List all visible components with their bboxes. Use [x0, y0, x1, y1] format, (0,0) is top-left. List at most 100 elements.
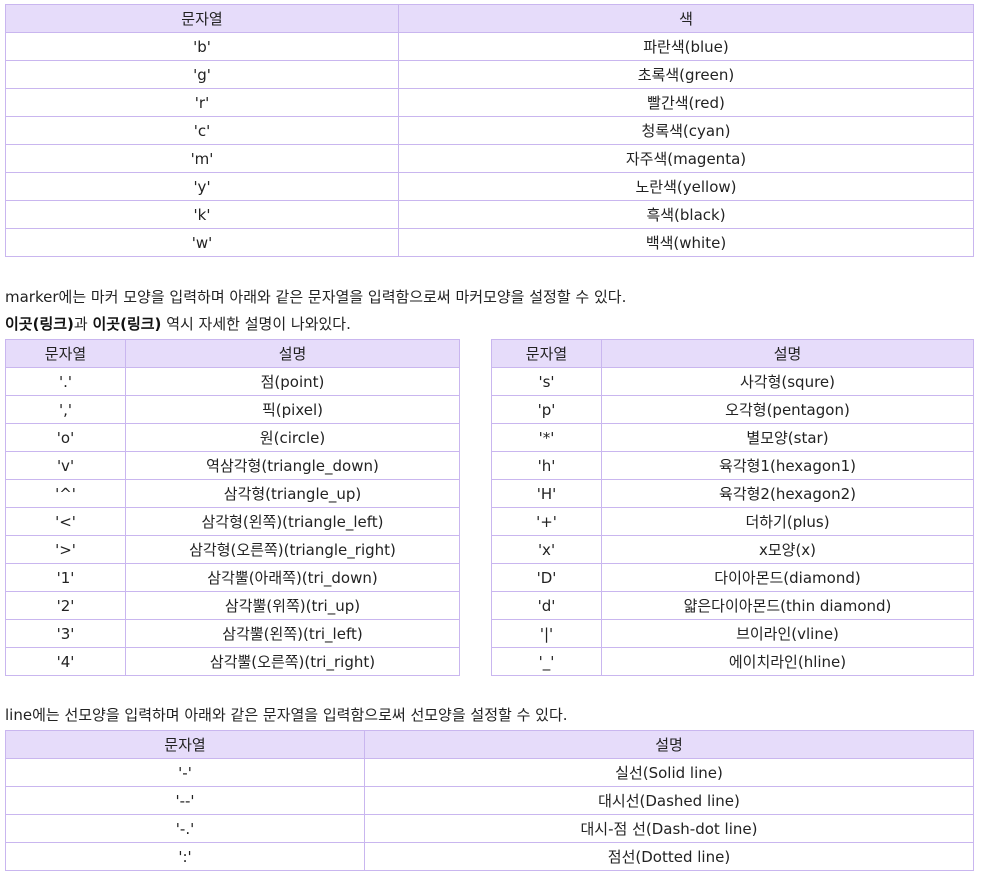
cell-description: 사각형(squre)	[601, 367, 974, 396]
table-row: 'y' 노란색(yellow)	[5, 172, 974, 201]
cell-description: 원(circle)	[125, 423, 460, 452]
table-row: '>' 삼각형(오른쪽)(triangle_right)	[5, 535, 460, 564]
cell-string: '^'	[5, 479, 126, 508]
table-header-row: 문자열 설명	[5, 339, 460, 368]
cell-description: 실선(Solid line)	[364, 758, 974, 787]
cell-description: 육각형1(hexagon1)	[601, 451, 974, 480]
cell-string: '1'	[5, 563, 126, 592]
column-header-string: 문자열	[5, 730, 365, 759]
cell-description: 점(point)	[125, 367, 460, 396]
cell-string: 'o'	[5, 423, 126, 452]
cell-string: '>'	[5, 535, 126, 564]
cell-description: 점선(Dotted line)	[364, 842, 974, 871]
cell-string: '+'	[491, 507, 602, 536]
table-row: ':' 점선(Dotted line)	[5, 842, 974, 871]
table-header-row: 문자열 색	[5, 4, 974, 33]
reference-link-1[interactable]: 이곳(링크)	[5, 315, 74, 333]
marker-intro-text: marker에는 마커 모양을 입력하며 아래와 같은 문자열을 입력함으로써 …	[5, 288, 627, 306]
table-row: 'g' 초록색(green)	[5, 60, 974, 89]
cell-string: 'h'	[491, 451, 602, 480]
cell-description: x모양(x)	[601, 535, 974, 564]
column-header-string: 문자열	[5, 339, 126, 368]
table-row: 'D' 다이아몬드(diamond)	[491, 563, 974, 592]
cell-description: 대시-점 선(Dash-dot line)	[364, 814, 974, 843]
cell-string: '*'	[491, 423, 602, 452]
cell-string: 'p'	[491, 395, 602, 424]
table-row: 'H' 육각형2(hexagon2)	[491, 479, 974, 508]
cell-description: 역삼각형(triangle_down)	[125, 451, 460, 480]
table-header-row: 문자열 설명	[5, 730, 974, 759]
table-row: 'c' 청록색(cyan)	[5, 116, 974, 145]
cell-string: 'c'	[5, 116, 399, 145]
cell-string: ':'	[5, 842, 365, 871]
cell-description: 삼각뿔(아래쪽)(tri_down)	[125, 563, 460, 592]
table-row: '^' 삼각형(triangle_up)	[5, 479, 460, 508]
column-header-description: 설명	[364, 730, 974, 759]
cell-description: 흑색(black)	[398, 200, 974, 229]
cell-string: 'H'	[491, 479, 602, 508]
marker-table-left: 문자열 설명 '.' 점(point) ',' 픽(pixel)'o' 원(circle…	[5, 339, 460, 676]
cell-string: '3'	[5, 619, 126, 648]
cell-string: '--'	[5, 786, 365, 815]
cell-string: '2'	[5, 591, 126, 620]
table-row: 's' 사각형(squre)	[491, 367, 974, 396]
table-row: '+' 더하기(plus)	[491, 507, 974, 536]
table-row: '3' 삼각뿔(왼쪽)(tri_left)	[5, 619, 460, 648]
table-row: '_' 에이치라인(hline)	[491, 647, 974, 676]
cell-description: 삼각뿔(위쪽)(tri_up)	[125, 591, 460, 620]
cell-string: '_'	[491, 647, 602, 676]
marker-table-right: 문자열 설명 's' 사각형(squre)'p' 오각형(pentagon) '*' 별…	[491, 339, 974, 676]
cell-description: 에이치라인(hline)	[601, 647, 974, 676]
cell-string: 'v'	[5, 451, 126, 480]
links-tail-text: 역시 자세한 설명이 나와있다.	[161, 315, 351, 333]
cell-description: 오각형(pentagon)	[601, 395, 974, 424]
table-row: 'o' 원(circle)	[5, 423, 460, 452]
cell-string: 'k'	[5, 200, 399, 229]
table-row: 'x' x모양(x)	[491, 535, 974, 564]
cell-string: 'w'	[5, 228, 399, 257]
cell-string: 'D'	[491, 563, 602, 592]
cell-description: 빨간색(red)	[398, 88, 974, 117]
cell-string: '<'	[5, 507, 126, 536]
links-conjunction: 과	[73, 315, 93, 333]
table-row: 'r' 빨간색(red)	[5, 88, 974, 117]
marker-links-text: 이곳(링크)과 이곳(링크) 역시 자세한 설명이 나와있다.	[5, 313, 351, 335]
table-row: 'm' 자주색(magenta)	[5, 144, 974, 173]
cell-description: 얇은다이아몬드(thin diamond)	[601, 591, 974, 620]
column-header-color: 색	[398, 4, 974, 33]
cell-description: 삼각형(왼쪽)(triangle_left)	[125, 507, 460, 536]
cell-string: 'd'	[491, 591, 602, 620]
cell-description: 삼각뿔(오른쪽)(tri_right)	[125, 647, 460, 676]
table-row: '4' 삼각뿔(오른쪽)(tri_right)	[5, 647, 460, 676]
table-row: '-.' 대시-점 선(Dash-dot line)	[5, 814, 974, 843]
table-row: '*' 별모양(star)	[491, 423, 974, 452]
table-row: 'w' 백색(white)	[5, 228, 974, 257]
table-row: 'h' 육각형1(hexagon1)	[491, 451, 974, 480]
cell-description: 노란색(yellow)	[398, 172, 974, 201]
column-header-string: 문자열	[5, 4, 399, 33]
cell-description: 초록색(green)	[398, 60, 974, 89]
cell-description: 삼각뿔(왼쪽)(tri_left)	[125, 619, 460, 648]
table-row: 'p' 오각형(pentagon)	[491, 395, 974, 424]
line-intro-text: line에는 선모양을 입력하며 아래와 같은 문자열을 입력함으로써 선모양을…	[5, 706, 568, 724]
cell-string: 's'	[491, 367, 602, 396]
table-row: '1' 삼각뿔(아래쪽)(tri_down)	[5, 563, 460, 592]
table-row: '-' 실선(Solid line)	[5, 758, 974, 787]
cell-string: '-'	[5, 758, 365, 787]
table-row: 'v' 역삼각형(triangle_down)	[5, 451, 460, 480]
cell-description: 대시선(Dashed line)	[364, 786, 974, 815]
cell-description: 육각형2(hexagon2)	[601, 479, 974, 508]
column-header-string: 문자열	[491, 339, 602, 368]
cell-description: 청록색(cyan)	[398, 116, 974, 145]
table-row: '.' 점(point)	[5, 367, 460, 396]
reference-link-2[interactable]: 이곳(링크)	[92, 315, 162, 333]
cell-string: 'y'	[5, 172, 399, 201]
cell-description: 삼각형(triangle_up)	[125, 479, 460, 508]
cell-description: 별모양(star)	[601, 423, 974, 452]
table-row: '|' 브이라인(vline)	[491, 619, 974, 648]
cell-description: 백색(white)	[398, 228, 974, 257]
table-row: '<' 삼각형(왼쪽)(triangle_left)	[5, 507, 460, 536]
cell-description: 다이아몬드(diamond)	[601, 563, 974, 592]
cell-string: 'x'	[491, 535, 602, 564]
